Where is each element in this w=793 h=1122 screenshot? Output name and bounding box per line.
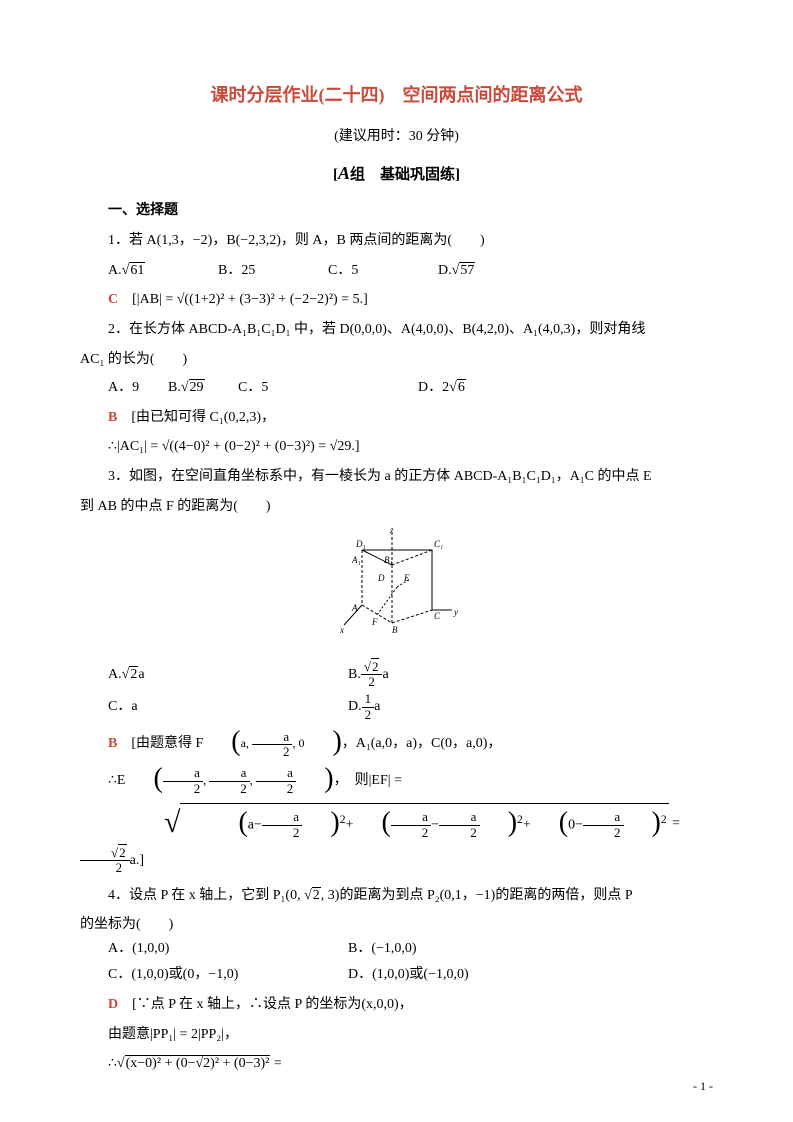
svg-text:D: D [377,573,385,583]
q2-text2: AC₁ 的长为( ) [80,348,713,372]
q3-sol3: √(a−a2)2+(a2−a2)2+(0−a2)2 = 22a.] [80,803,713,878]
q1-opt-A: A.61 [108,259,218,283]
q4-opt-A: A．(1,0,0) [108,937,348,961]
q3-opt-C: C．a [108,692,348,723]
q2-sol2: ∴|AC₁| = √((4−0)² + (0−2)² + (0−3)²) = √… [80,435,713,459]
q1-options: A.61 B．25 C．5 D.57 [108,259,713,285]
q4-sol2: 由题意|PP₁| = 2|PP₂|， [80,1023,713,1047]
q1-solution: C [|AB| = √((1+2)² + (3−3)² + (−2−2)²) =… [80,288,713,312]
svg-text:B₁: B₁ [384,555,393,565]
q1-opt-D: D.57 [438,259,548,283]
q3-sol1: B [由题意得 F(a, a2, 0)，A₁(a,0，a)，C(0，a,0)， [80,729,713,760]
q3-opt-B: B.22a [348,660,588,691]
q1-text: 1．若 A(1,3，−2)，B(−2,3,2)，则 A，B 两点间的距离为( ) [80,229,713,253]
svg-text:A₁: A₁ [351,555,361,565]
q4-text: 4．设点 P 在 x 轴上，它到 P₁(0, 2, 3)的距离为到点 P₂(0,… [80,884,713,908]
group-A: A [338,163,350,183]
q2-options: A．9 B.29 C．5 D．26 [108,376,713,402]
group-header: [A组 基础巩固练] [80,158,713,189]
q2-answer: B [108,410,117,425]
q4-sol3: ∴(x−0)² + (0−√2)² + (0−3)² = [80,1052,713,1076]
q3-sol2: ∴E(a2, a2, a2)， 则|EF| = [80,766,713,797]
svg-text:z: z [389,525,394,535]
q4-text2: 的坐标为( ) [80,913,713,937]
q2-opt-B: B.29 [168,376,238,400]
q4-opt-D: D．(1,0,0)或(−1,0,0) [348,963,588,987]
svg-text:x: x [339,625,344,635]
svg-text:E: E [403,573,410,583]
q1-opt-C: C．5 [328,259,438,283]
svg-text:B: B [392,625,398,635]
q3-opt-D: D.12a [348,692,588,723]
page-title: 课时分层作业(二十四) 空间两点间的距离公式 [80,80,713,111]
q3-diagram: D₁ C₁ B₁ A₁ A B C D E F x y z [80,525,713,654]
q4-options: A．(1,0,0) B．(−1,0,0) C．(1,0,0)或(0，−1,0) … [108,937,713,989]
q2-opt-D: D．26 [418,376,498,400]
q1-opt-B: B．25 [218,259,328,283]
section-choice: 一、选择题 [80,199,713,223]
svg-text:D₁: D₁ [355,539,366,549]
svg-text:C₁: C₁ [434,539,443,549]
q4-sol1: D [∵点 P 在 x 轴上，∴设点 P 的坐标为(x,0,0)， [80,993,713,1017]
q2-text: 2．在长方体 ABCD-A₁B₁C₁D₁ 中，若 D(0,0,0)、A(4,0,… [80,318,713,342]
q4-answer: D [108,997,118,1012]
page-number: - 1 - [693,1079,713,1094]
time-hint: (建议用时：30 分钟) [80,125,713,149]
svg-text:y: y [453,607,458,617]
svg-text:A: A [351,603,358,613]
q2-sol1: B [由已知可得 C₁(0,2,3)， [80,406,713,430]
q3-opt-A: A.2a [108,660,348,691]
group-label: 组 基础巩固练 [350,167,455,183]
svg-text:C: C [434,611,441,621]
q3-text: 3．如图，在空间直角坐标系中，有一棱长为 a 的正方体 ABCD-A₁B₁C₁D… [80,465,713,489]
q1-answer: C [108,292,118,307]
q2-opt-A: A．9 [108,376,168,400]
svg-text:F: F [371,617,378,627]
q3-text2: 到 AB 的中点 F 的距离为( ) [80,495,713,519]
q3-options: A.2a B.22a C．a D.12a [108,660,713,726]
q3-answer: B [108,736,117,751]
q4-opt-B: B．(−1,0,0) [348,937,588,961]
q2-opt-C: C．5 [238,376,418,400]
q4-opt-C: C．(1,0,0)或(0，−1,0) [108,963,348,987]
